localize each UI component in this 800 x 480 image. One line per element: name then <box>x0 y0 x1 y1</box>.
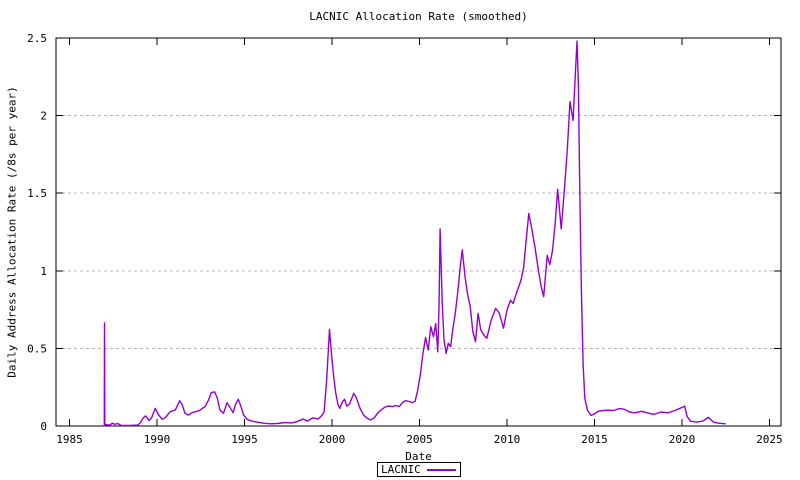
x-tick-label: 2015 <box>581 433 608 446</box>
y-tick-label: 0.5 <box>27 342 47 355</box>
y-tick-label: 2.5 <box>27 32 47 45</box>
legend: LACNIC <box>377 462 461 477</box>
x-tick-label: 1995 <box>231 433 258 446</box>
legend-line-sample <box>426 468 456 471</box>
x-tick-label: 2005 <box>406 433 433 446</box>
x-tick-label: 2000 <box>319 433 346 446</box>
y-tick-label: 1.5 <box>27 187 47 200</box>
y-tick-label: 2 <box>40 110 47 123</box>
plot-border <box>55 37 782 427</box>
chart-title: LACNIC Allocation Rate (smoothed) <box>309 10 528 23</box>
x-tick-label: 1990 <box>144 433 171 446</box>
x-tick-label: 2020 <box>669 433 696 446</box>
y-tick-label: 0 <box>40 420 47 433</box>
y-axis-label: Daily Address Allocation Rate (/8s per y… <box>5 86 19 378</box>
x-axis-label: Date <box>405 450 432 463</box>
lacnic-series-line <box>103 40 726 427</box>
legend-label: LACNIC <box>381 463 421 476</box>
x-tick-label: 2025 <box>756 433 783 446</box>
y-tick-label: 1 <box>40 265 47 278</box>
x-tick-label: 2010 <box>494 433 521 446</box>
x-tick-label: 1985 <box>56 433 83 446</box>
